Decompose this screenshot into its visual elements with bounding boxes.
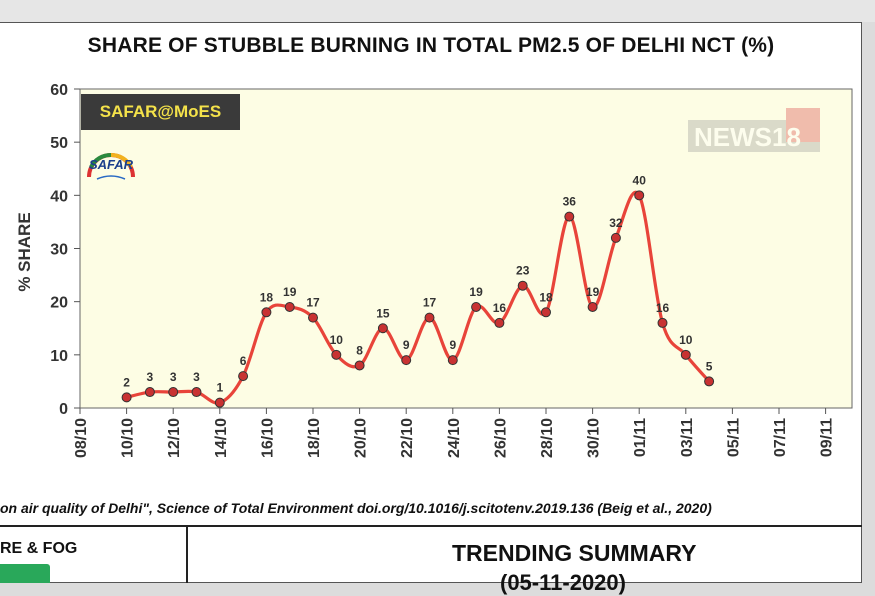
data-point [494,317,505,328]
data-label: 3 [193,370,200,384]
data-label: 1 [216,381,223,395]
data-label: 19 [586,285,600,299]
plot-area [79,88,853,409]
data-point [121,392,132,403]
data-label: 19 [469,285,483,299]
data-label: 16 [493,301,507,315]
data-point [191,387,202,398]
x-tick-label: 08/10 [73,418,90,458]
data-point [680,349,691,360]
data-point [401,355,412,366]
data-label: 18 [539,290,553,304]
data-point [657,317,668,328]
chart-title: SHARE OF STUBBLE BURNING IN TOTAL PM2.5 … [87,34,775,57]
data-point [610,232,621,243]
x-axis: 08/10 10/10 12/10 14/10 16/10 18/10 20/10 22/10… [73,408,836,458]
data-point [261,307,272,318]
y-tick-label: 40 [50,188,68,205]
x-tick-label: 28/10 [539,418,556,458]
data-label: 40 [633,173,647,187]
data-label: 36 [563,195,577,209]
vertical-divider [186,527,188,583]
data-label: 16 [656,301,670,315]
x-tick-label: 05/11 [725,418,742,457]
data-label: 10 [679,333,693,347]
data-label: 3 [170,370,177,384]
x-tick-label: 18/10 [306,418,323,458]
data-point [447,355,458,366]
watermark-text: NEWS18 [694,122,801,152]
trending-summary-title: TRENDING SUMMARY [452,540,697,566]
fog-section-label: RE & FOG [0,540,78,557]
x-tick-label: 03/11 [679,418,696,457]
data-label: 32 [609,216,623,230]
data-point [564,211,575,222]
data-point [634,190,645,201]
data-point [424,312,435,323]
stubble-chart: 0 10 20 30 40 50 60 08/10 10/10 12/10 14/10 16/10 1… [15,82,853,458]
data-label: 23 [516,264,530,278]
data-point [541,307,551,318]
data-label: 9 [403,338,410,352]
data-point [354,360,365,371]
data-label: 10 [330,333,344,347]
data-label: 2 [123,375,130,389]
data-point [377,323,388,334]
x-tick-label: 12/10 [166,418,183,458]
x-tick-label: 01/11 [632,418,649,457]
data-label: 3 [147,370,154,384]
x-tick-label: 07/11 [772,418,789,457]
data-label: 5 [706,359,713,373]
data-point [704,376,715,387]
y-tick-label: 30 [50,242,68,259]
y-tick-label: 20 [50,295,68,312]
data-label: 6 [240,354,247,368]
x-tick-label: 14/10 [213,418,230,458]
data-point [238,371,249,382]
y-tick-label: 10 [50,348,68,365]
data-point [308,312,318,323]
data-point [331,349,342,360]
y-tick-label: 0 [59,401,68,418]
safar-badge: SAFAR@MoES [81,94,240,130]
data-point [284,301,295,312]
data-label: 17 [423,296,437,310]
data-label: 19 [283,285,297,299]
x-tick-label: 30/10 [586,418,603,458]
y-tick-label: 50 [50,135,68,152]
data-point [214,397,225,408]
data-label: 15 [376,306,390,320]
data-label: 8 [356,343,363,357]
data-label: 18 [260,290,274,304]
x-tick-label: 22/10 [399,418,416,458]
data-points [121,190,715,408]
data-point [471,301,482,312]
x-tick-label: 16/10 [259,418,276,458]
x-tick-label: 20/10 [353,418,370,458]
data-label: 17 [306,296,320,310]
y-tick-label: 60 [50,82,68,99]
x-tick-label: 09/11 [819,418,836,457]
data-point [517,280,528,291]
x-tick-label: 10/10 [120,418,137,458]
news18-watermark: NEWS18 [688,108,820,152]
y-axis: 0 10 20 30 40 50 60 [50,82,80,418]
y-axis-label: % SHARE [15,212,34,291]
data-point [144,387,155,398]
safar-logo-icon: SAFAR [87,152,135,180]
browser-strip [0,0,875,22]
citation-text: on air quality of Delhi", Science of Tot… [0,500,712,516]
green-status-box [0,564,50,583]
data-point [587,301,598,312]
trending-summary-date: (05-11-2020) [500,570,626,595]
data-point [168,387,179,398]
x-tick-label: 24/10 [446,418,463,458]
horizontal-divider [0,525,862,527]
safar-logo-text: SAFAR [89,157,134,172]
x-tick-label: 26/10 [492,418,509,458]
data-label: 9 [449,338,456,352]
